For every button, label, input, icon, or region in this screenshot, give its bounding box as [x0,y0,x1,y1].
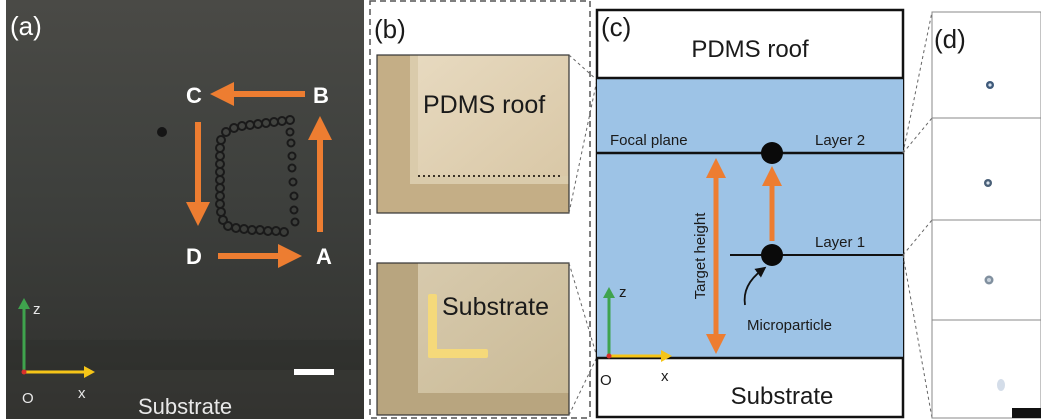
particle-layer1 [761,244,783,266]
trajectory-arrows [186,82,332,268]
x-axis-label: x [661,368,669,385]
layer1-label: Layer 1 [815,234,865,251]
particle-image-2 [984,179,992,187]
particle-image-4 [997,379,1005,391]
origin-label: O [22,390,34,407]
substrate-label: Substrate [442,293,549,321]
target-height-label: Target height [692,212,709,300]
particle-layer2 [761,142,783,164]
particle-image-3 [984,275,994,285]
channel [597,78,903,358]
particle-image-1 [986,81,994,89]
microparticle-label: Microparticle [747,317,832,334]
z-axis-label: z [33,301,41,318]
layer2-label: Layer 2 [815,132,865,149]
z-axis-label: z [619,284,627,301]
roof-label: PDMS roof [423,91,545,119]
panel-a: B C D A z x O Substrate (a) [6,0,364,419]
scale-bar [1012,408,1041,418]
panel-d: (d) [931,11,1041,419]
zoom-connectors-c-d [902,11,933,419]
x-axis-label: x [78,385,86,402]
scale-bar [294,369,334,375]
panel-label: (c) [601,12,631,42]
panel-c: PDMS roof Substrate Focal plane Layer 2 … [595,8,905,419]
panel-label: (d) [934,24,966,54]
panel-b: PDMS roof Substrate (b) [369,0,591,419]
zoom-connectors-b-c [568,54,598,416]
panel-label: (b) [374,14,406,44]
origin-label: O [600,372,612,389]
substrate-label: Substrate [138,394,232,419]
dark-spot [157,127,167,137]
substrate-label: Substrate [731,383,834,410]
point-label-c: C [186,83,202,108]
panel-label: (a) [10,11,42,41]
point-label-b: B [313,83,329,108]
particle-trace [215,115,300,237]
roof-label: PDMS roof [691,36,809,63]
microparticle-pointer [743,266,767,306]
focal-plane-label: Focal plane [610,132,688,149]
point-label-a: A [316,244,332,269]
panel-d-frame [931,11,1041,419]
point-label-d: D [186,244,202,269]
